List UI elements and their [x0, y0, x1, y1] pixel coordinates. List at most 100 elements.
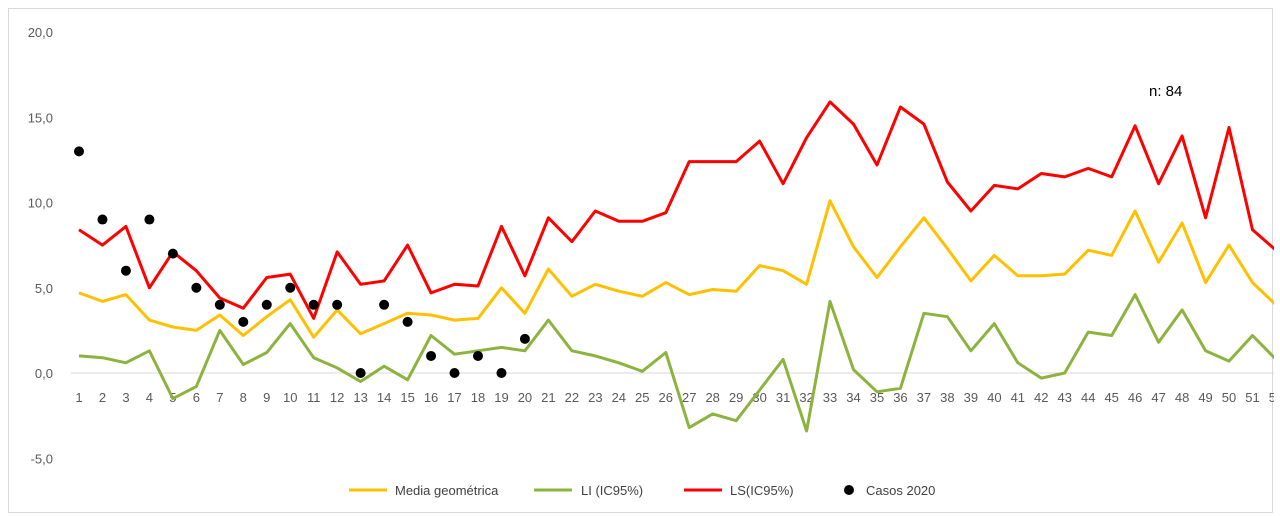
series-0-point	[1228, 244, 1231, 247]
case-point	[120, 265, 131, 276]
series-0-point	[993, 254, 996, 257]
series-0-point	[1016, 274, 1019, 277]
series-2-point	[547, 216, 550, 219]
series-1-point	[430, 334, 433, 337]
series-1-point	[688, 426, 691, 429]
series-2-point	[406, 244, 409, 247]
case-point	[449, 368, 460, 378]
series-0-point	[758, 264, 761, 267]
series-0-point	[1063, 273, 1066, 276]
series-1-point	[946, 315, 949, 318]
series-2-point	[805, 136, 808, 139]
series-0-point	[594, 283, 597, 286]
series-1-point	[829, 300, 832, 303]
case-point	[238, 316, 249, 327]
series-1-point	[523, 349, 526, 352]
series-2-point	[1204, 216, 1207, 219]
case-point	[472, 350, 483, 361]
series-2-point	[1110, 175, 1113, 178]
series-1-point	[594, 354, 597, 357]
series-0-point	[242, 334, 245, 337]
x-tick-label: 41	[1011, 390, 1025, 405]
series-0-point	[688, 293, 691, 296]
series-0-point	[1251, 281, 1254, 284]
series-0-point	[829, 199, 832, 202]
series-1-point	[1087, 331, 1090, 334]
x-tick-label: 18	[471, 390, 485, 405]
x-tick-label: 47	[1151, 390, 1165, 405]
series-0-point	[1204, 281, 1207, 284]
series-0-point	[430, 314, 433, 317]
x-tick-label: 20	[518, 390, 532, 405]
series-2-point	[899, 106, 902, 109]
series-0-point	[406, 312, 409, 315]
series-1-point	[124, 361, 127, 364]
series-1-point	[641, 370, 644, 373]
x-tick-label: 7	[216, 390, 223, 405]
series-1-point	[1016, 361, 1019, 364]
x-tick-label: 11	[307, 390, 321, 405]
y-tick-label: 10,0	[28, 196, 53, 211]
x-tick-label: 34	[846, 390, 860, 405]
series-1-point	[547, 319, 550, 322]
series-2-point	[1087, 167, 1090, 170]
series-2-point	[289, 273, 292, 276]
series-0-point	[148, 319, 151, 322]
series-0-point	[969, 279, 972, 282]
x-tick-label: 48	[1175, 390, 1189, 405]
series-1-point	[500, 346, 503, 349]
x-tick-label: 14	[377, 390, 391, 405]
x-tick-label: 52	[1269, 390, 1274, 405]
series-1-point	[78, 354, 81, 357]
series-2-point	[476, 285, 479, 288]
case-point	[355, 368, 366, 378]
series-0-point	[782, 269, 785, 272]
legend-label: LS(IC95%)	[730, 483, 794, 498]
series-1-point	[711, 412, 714, 415]
series-0-point	[641, 295, 644, 298]
x-tick-label: 38	[940, 390, 954, 405]
case-point	[261, 299, 272, 310]
series-0-point	[265, 315, 268, 318]
series-0-point	[289, 298, 292, 301]
series-2-point	[1251, 228, 1254, 231]
series-1-point	[336, 366, 339, 369]
x-tick-label: 28	[705, 390, 719, 405]
series-1-point	[664, 351, 667, 354]
series-2-point	[336, 250, 339, 253]
series-0-point	[359, 332, 362, 335]
x-tick-label: 40	[987, 390, 1001, 405]
series-1-point	[899, 387, 902, 390]
series-2-point	[453, 283, 456, 286]
series-0-point	[922, 216, 925, 219]
series-0-point	[383, 322, 386, 325]
case-point	[496, 368, 507, 378]
case-point	[379, 299, 390, 310]
case-point	[74, 146, 84, 157]
case-point	[144, 214, 155, 225]
case-point	[519, 333, 530, 344]
y-tick-label: 20,0	[28, 25, 53, 40]
series-1-point	[1251, 334, 1254, 337]
series-2-point	[946, 181, 949, 184]
case-point	[402, 316, 413, 327]
series-0-point	[664, 281, 667, 284]
series-1-point	[617, 361, 620, 364]
series-1-point	[1228, 360, 1231, 363]
series-2-point	[218, 296, 221, 299]
series-1-point	[1040, 377, 1043, 380]
chart-frame: -5,0 0,0 5,0 10,0 15,0 20,0 1 2 3 4 5 6 7 8 9 10 11 12 13…	[8, 8, 1274, 513]
legend: Media geométrica LI (IC95%) LS(IC95%) Casos…	[349, 483, 935, 498]
series-1-point	[1063, 372, 1066, 375]
series-1-point	[1110, 334, 1113, 337]
series-1-point	[312, 356, 315, 359]
x-tick-label: 35	[870, 390, 884, 405]
x-tick-label: 10	[283, 390, 297, 405]
x-tick-label: 44	[1081, 390, 1095, 405]
x-tick-label: 49	[1198, 390, 1212, 405]
y-axis: -5,0 0,0 5,0 10,0 15,0 20,0	[28, 25, 53, 466]
series-1-point	[852, 368, 855, 371]
line-chart: -5,00,05,010,015,020,0 1 2 3 4 5 6 7 8 9 10 11 12 13…	[28, 25, 1274, 498]
series-2-point	[1157, 182, 1160, 185]
series-2-point	[993, 184, 996, 187]
